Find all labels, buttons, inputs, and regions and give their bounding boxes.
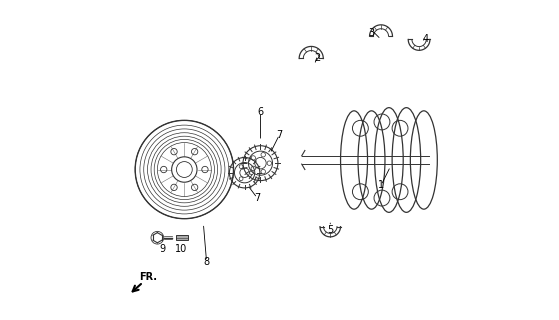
Text: 5: 5 [327,225,333,235]
Text: 4: 4 [423,35,429,44]
Text: FR.: FR. [139,272,157,282]
Text: 3: 3 [368,28,375,38]
Text: 6: 6 [257,108,263,117]
Text: 10: 10 [175,244,187,254]
Text: 8: 8 [203,257,210,267]
Text: 7: 7 [276,130,283,140]
Text: 1: 1 [378,180,384,190]
Bar [177,235,187,240]
Text: 2: 2 [315,53,321,63]
Text: 7: 7 [254,193,260,203]
Text: 9: 9 [159,244,165,254]
